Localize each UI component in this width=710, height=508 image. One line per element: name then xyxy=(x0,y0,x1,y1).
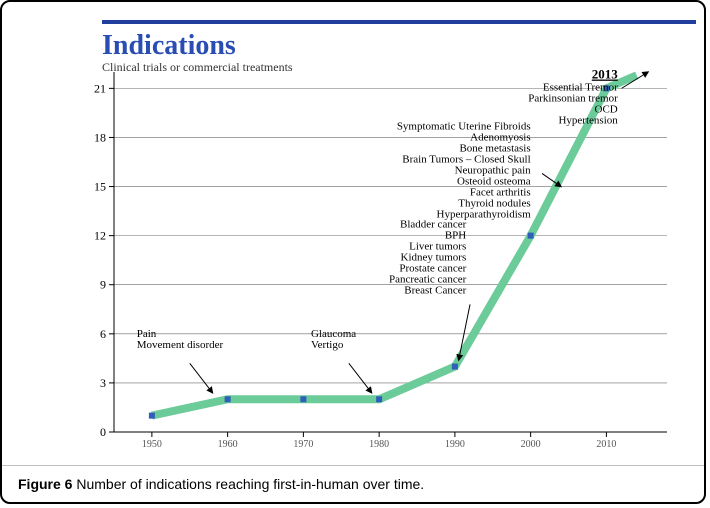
data-marker xyxy=(300,396,306,402)
svg-text:0: 0 xyxy=(100,425,106,439)
svg-text:1990: 1990 xyxy=(445,439,465,450)
data-marker xyxy=(149,413,155,419)
svg-text:1950: 1950 xyxy=(142,439,162,450)
annotation-line: Breast Cancer xyxy=(404,284,466,296)
svg-text:21: 21 xyxy=(94,81,106,95)
annotation-arrow xyxy=(190,363,213,392)
data-marker xyxy=(528,233,534,239)
svg-text:18: 18 xyxy=(94,130,106,144)
figure-caption: Figure 6 Number of indications reaching … xyxy=(18,476,424,492)
annotation-header: 2013 xyxy=(592,67,619,82)
svg-text:9: 9 xyxy=(100,278,106,292)
top-accent-bar xyxy=(102,20,696,24)
caption-rest: Number of indications reaching first-in-… xyxy=(72,476,424,492)
annotation-line: Hyperparathyroidism xyxy=(437,208,532,220)
svg-text:15: 15 xyxy=(94,180,106,194)
caption-bold: Figure 6 xyxy=(18,476,72,492)
svg-text:3: 3 xyxy=(100,376,106,390)
svg-text:1960: 1960 xyxy=(218,439,238,450)
chart-title: Indications xyxy=(102,30,236,62)
svg-text:2010: 2010 xyxy=(596,439,616,450)
data-marker xyxy=(376,396,382,402)
svg-text:1970: 1970 xyxy=(293,439,313,450)
svg-text:12: 12 xyxy=(94,229,106,243)
data-marker xyxy=(225,396,231,402)
svg-text:2000: 2000 xyxy=(521,439,541,450)
svg-text:6: 6 xyxy=(100,327,106,341)
caption-bar: Figure 6 Number of indications reaching … xyxy=(2,465,704,502)
chart-plot: 1950 1960 1970 1980 1990 2000 2010 0 3 6 9 12 15 18 21… xyxy=(92,62,682,452)
annotation-line: Vertigo xyxy=(311,339,344,351)
annotation-line: Movement disorder xyxy=(137,339,224,351)
annotation-line: Hypertension xyxy=(558,115,618,127)
data-marker xyxy=(452,364,458,370)
svg-text:1980: 1980 xyxy=(369,439,389,450)
annotation-arrow xyxy=(349,363,372,392)
figure-frame: Indications Clinical trials or commercia… xyxy=(0,0,706,504)
